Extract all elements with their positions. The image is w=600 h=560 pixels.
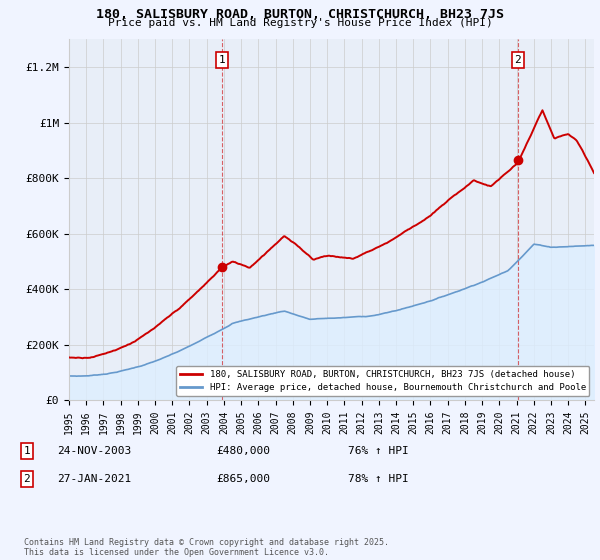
Text: £865,000: £865,000 (216, 474, 270, 484)
Text: 2: 2 (514, 55, 521, 65)
Text: 24-NOV-2003: 24-NOV-2003 (57, 446, 131, 456)
Text: £480,000: £480,000 (216, 446, 270, 456)
Text: 76% ↑ HPI: 76% ↑ HPI (348, 446, 409, 456)
Text: 78% ↑ HPI: 78% ↑ HPI (348, 474, 409, 484)
Text: 2: 2 (23, 474, 31, 484)
Text: 180, SALISBURY ROAD, BURTON, CHRISTCHURCH, BH23 7JS: 180, SALISBURY ROAD, BURTON, CHRISTCHURC… (96, 8, 504, 21)
Text: 1: 1 (219, 55, 226, 65)
Text: Contains HM Land Registry data © Crown copyright and database right 2025.
This d: Contains HM Land Registry data © Crown c… (24, 538, 389, 557)
Legend: 180, SALISBURY ROAD, BURTON, CHRISTCHURCH, BH23 7JS (detached house), HPI: Avera: 180, SALISBURY ROAD, BURTON, CHRISTCHURC… (176, 366, 589, 396)
Text: Price paid vs. HM Land Registry's House Price Index (HPI): Price paid vs. HM Land Registry's House … (107, 18, 493, 29)
Text: 27-JAN-2021: 27-JAN-2021 (57, 474, 131, 484)
Text: 1: 1 (23, 446, 31, 456)
